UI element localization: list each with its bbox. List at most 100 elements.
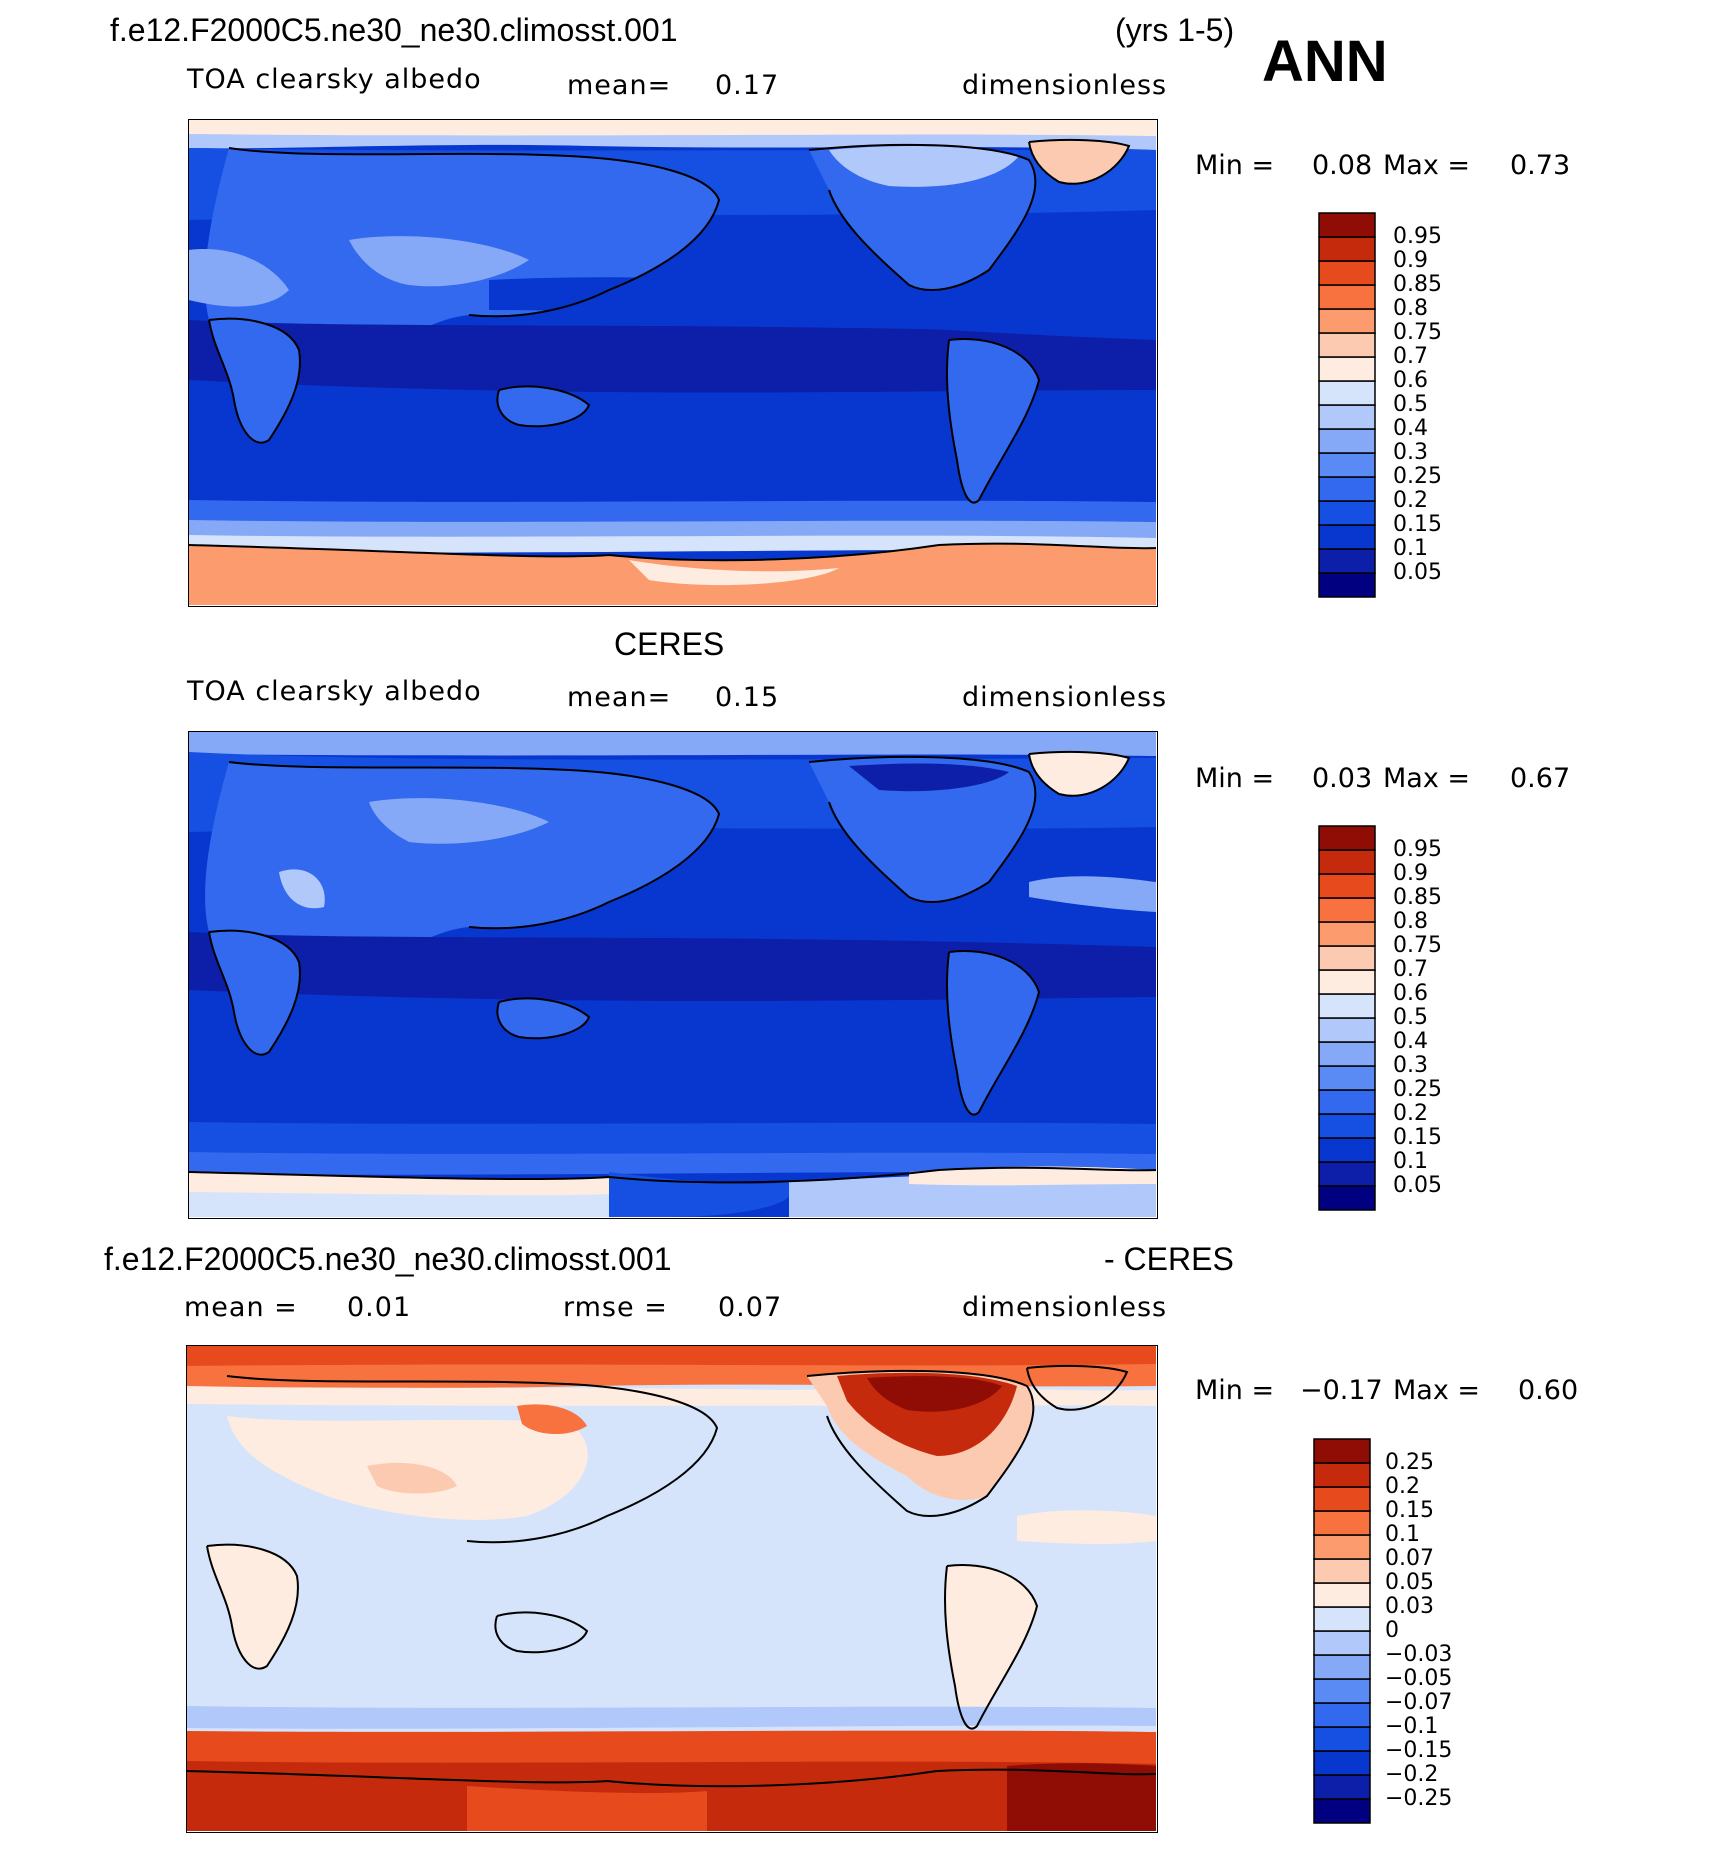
colorbar-label: −0.2 — [1385, 1762, 1439, 1787]
colorbar-label: −0.25 — [1385, 1786, 1453, 1811]
colorbar-label: 0.95 — [1393, 837, 1442, 862]
colorbar-label: −0.15 — [1385, 1738, 1453, 1763]
colorbar-swatch — [1318, 921, 1376, 947]
colorbar-label: 0.15 — [1393, 1125, 1442, 1150]
colorbar-swatch — [1318, 1041, 1376, 1067]
colorbar-label: 0.03 — [1385, 1594, 1434, 1619]
panel3-rmse-label: rmse = — [563, 1292, 668, 1323]
colorbar-swatch — [1313, 1582, 1371, 1608]
colorbar-swatch — [1318, 1113, 1376, 1139]
colorbar-swatch — [1313, 1558, 1371, 1584]
colorbar-swatch — [1318, 572, 1376, 598]
colorbar-swatch — [1318, 404, 1376, 430]
colorbar-swatch — [1313, 1798, 1371, 1824]
panel2-max-value: 0.67 — [1510, 763, 1571, 794]
panel3-units: dimensionless — [962, 1292, 1168, 1323]
panel1-map — [188, 119, 1158, 607]
panel3-map — [186, 1345, 1158, 1833]
panel1-years: (yrs 1-5) — [1115, 12, 1235, 48]
colorbar-label: 0.05 — [1385, 1570, 1434, 1595]
colorbar-swatch — [1318, 284, 1376, 310]
colorbar-swatch — [1313, 1702, 1371, 1728]
season-label: ANN — [1262, 29, 1388, 94]
colorbar-swatch — [1313, 1654, 1371, 1680]
colorbar-swatch — [1313, 1678, 1371, 1704]
colorbar-swatch — [1318, 380, 1376, 406]
colorbar-swatch — [1318, 236, 1376, 262]
colorbar-swatch — [1318, 332, 1376, 358]
colorbar-label: 0.8 — [1393, 909, 1428, 934]
panel1-max-label: Max = — [1383, 150, 1471, 181]
colorbar-label: 0.2 — [1393, 488, 1428, 513]
colorbar-label: 0.95 — [1393, 224, 1442, 249]
colorbar-swatch — [1318, 548, 1376, 574]
colorbar-swatch — [1313, 1750, 1371, 1776]
panel1-min-value: 0.08 — [1312, 150, 1373, 181]
colorbar-label: 0.25 — [1385, 1450, 1434, 1475]
panel3-rmse-value: 0.07 — [718, 1292, 783, 1323]
panel1-units: dimensionless — [962, 70, 1168, 101]
colorbar-swatch — [1318, 356, 1376, 382]
panel1-min-label: Min = — [1195, 150, 1275, 181]
colorbar-swatch — [1318, 873, 1376, 899]
colorbar-swatch — [1318, 1017, 1376, 1043]
panel2-map — [188, 731, 1158, 1219]
colorbar-swatch — [1313, 1630, 1371, 1656]
colorbar-swatch — [1313, 1510, 1371, 1536]
colorbar-label: 0.15 — [1385, 1498, 1434, 1523]
colorbar-label: 0.25 — [1393, 1077, 1442, 1102]
panel2-mean-label: mean= — [567, 682, 672, 713]
colorbar-label: 0.6 — [1393, 981, 1428, 1006]
colorbar-label: 0.85 — [1393, 272, 1442, 297]
panel1-variable: TOA clearsky albedo — [187, 64, 482, 95]
colorbar-label: −0.05 — [1385, 1666, 1453, 1691]
colorbar-label: 0.75 — [1393, 933, 1442, 958]
colorbar-label: 0.2 — [1385, 1474, 1420, 1499]
panel1-colorbar — [1318, 212, 1376, 598]
panel2-min-label: Min = — [1195, 763, 1275, 794]
panel1-max-value: 0.73 — [1510, 150, 1571, 181]
panel1-title: f.e12.F2000C5.ne30_ne30.climosst.001 — [110, 12, 678, 48]
colorbar-label: 0.7 — [1393, 344, 1428, 369]
colorbar-label: 0.25 — [1393, 464, 1442, 489]
panel3-max-value: 0.60 — [1518, 1375, 1579, 1406]
colorbar-swatch — [1318, 897, 1376, 923]
panel2-variable: TOA clearsky albedo — [187, 676, 482, 707]
colorbar-swatch — [1318, 849, 1376, 875]
panel2-title: CERES — [614, 626, 725, 662]
colorbar-swatch — [1318, 260, 1376, 286]
panel3-mean-label: mean = — [184, 1292, 298, 1323]
colorbar-swatch — [1318, 428, 1376, 454]
colorbar-label: 0.7 — [1393, 957, 1428, 982]
colorbar-label: 0.85 — [1393, 885, 1442, 910]
colorbar-label: 0.3 — [1393, 440, 1428, 465]
colorbar-swatch — [1318, 1065, 1376, 1091]
colorbar-swatch — [1318, 500, 1376, 526]
panel2-units: dimensionless — [962, 682, 1168, 713]
colorbar-swatch — [1318, 825, 1376, 851]
panel2-max-label: Max = — [1383, 763, 1471, 794]
panel3-title: f.e12.F2000C5.ne30_ne30.climosst.001 — [104, 1241, 672, 1277]
colorbar-swatch — [1313, 1726, 1371, 1752]
colorbar-swatch — [1313, 1438, 1371, 1464]
colorbar-swatch — [1313, 1774, 1371, 1800]
colorbar-swatch — [1318, 212, 1376, 238]
colorbar-label: 0.3 — [1393, 1053, 1428, 1078]
colorbar-swatch — [1318, 945, 1376, 971]
colorbar-swatch — [1313, 1462, 1371, 1488]
panel3-colorbar — [1313, 1438, 1371, 1824]
panel1-mean-value: 0.17 — [715, 70, 780, 101]
colorbar-swatch — [1318, 476, 1376, 502]
panel3-mean-value: 0.01 — [347, 1292, 412, 1323]
colorbar-label: 0.9 — [1393, 248, 1428, 273]
colorbar-swatch — [1318, 452, 1376, 478]
colorbar-label: 0.07 — [1385, 1546, 1434, 1571]
colorbar-label: 0.15 — [1393, 512, 1442, 537]
colorbar-swatch — [1313, 1486, 1371, 1512]
colorbar-swatch — [1318, 524, 1376, 550]
colorbar-label: 0.5 — [1393, 1005, 1428, 1030]
panel3-title-suffix: - CERES — [1104, 1241, 1234, 1277]
colorbar-label: 0.6 — [1393, 368, 1428, 393]
colorbar-label: 0.9 — [1393, 861, 1428, 886]
colorbar-label: 0.8 — [1393, 296, 1428, 321]
